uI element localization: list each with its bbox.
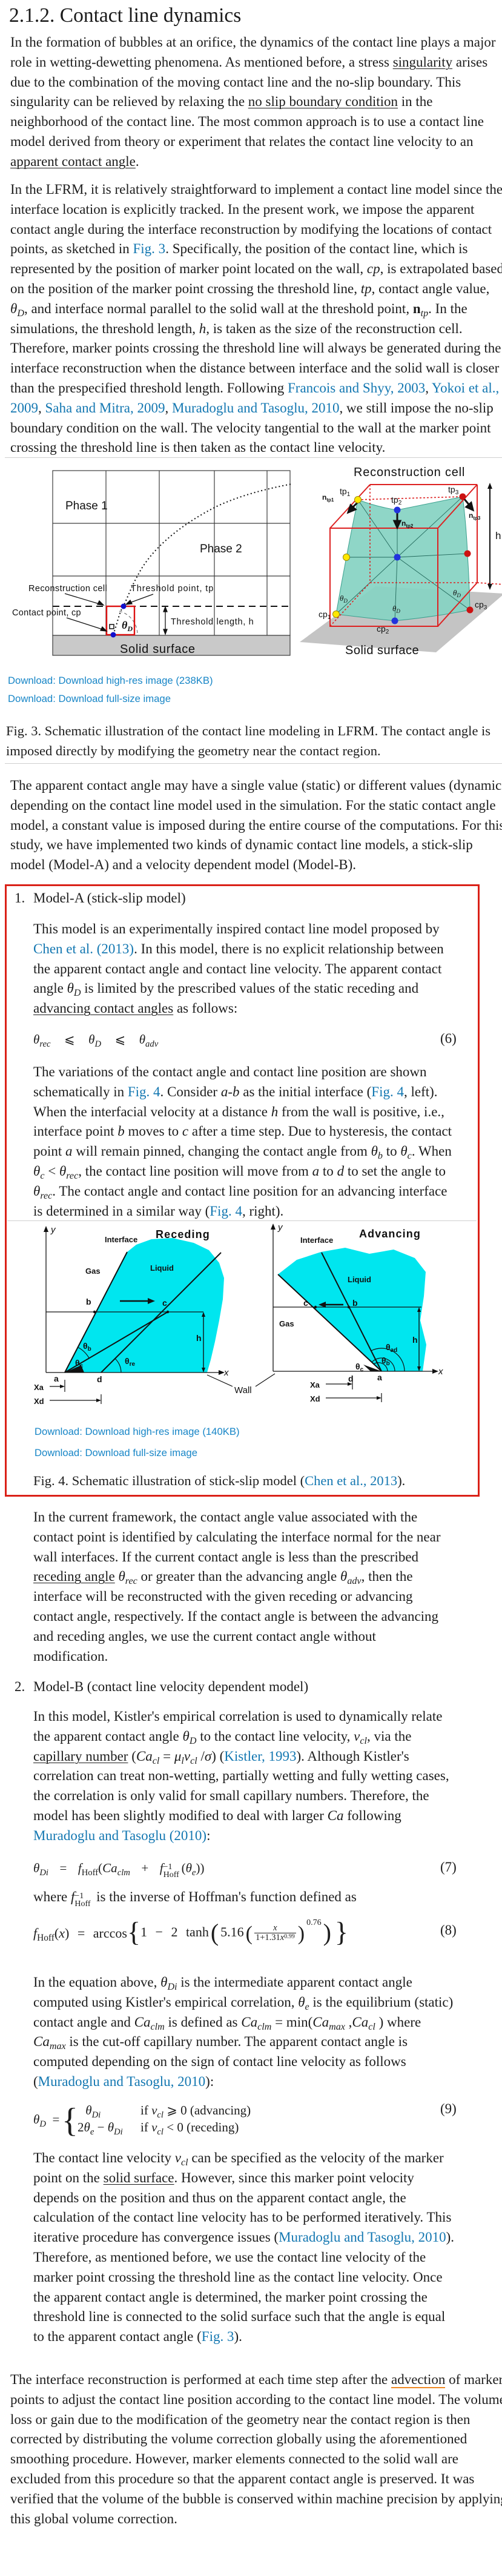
svg-text:Interface: Interface (105, 1235, 137, 1244)
svg-text:x: x (438, 1366, 443, 1377)
svg-text:Reconstruction cell: Reconstruction cell (28, 584, 107, 594)
svg-text:y: y (277, 1222, 283, 1233)
svg-text:Xd: Xd (34, 1397, 44, 1406)
svg-text:Liquid: Liquid (348, 1275, 371, 1284)
svg-text:b: b (86, 1297, 91, 1306)
svg-text:θD: θD (122, 619, 133, 633)
svg-text:Threshold length, h: Threshold length, h (171, 617, 254, 627)
svg-text:h: h (412, 1335, 418, 1345)
svg-text:h: h (196, 1333, 202, 1343)
svg-text:c: c (303, 1298, 308, 1308)
svg-text:ntp1: ntp1 (322, 493, 334, 503)
svg-text:Wall: Wall (234, 1385, 252, 1396)
svg-text:ntp3: ntp3 (469, 511, 481, 521)
svg-text:Solid surface: Solid surface (345, 644, 419, 657)
svg-text:y: y (50, 1225, 56, 1235)
svg-text:Contact point, cp: Contact point, cp (12, 608, 81, 618)
svg-text:Threshold point, tp: Threshold point, tp (131, 584, 214, 594)
svg-text:tp3: tp3 (448, 485, 459, 496)
svg-text:tp2: tp2 (391, 495, 402, 506)
svg-text:a: a (377, 1372, 382, 1382)
svg-text:Xa: Xa (34, 1383, 44, 1392)
svg-text:Gas: Gas (279, 1319, 294, 1328)
svg-text:Phase 2: Phase 2 (200, 543, 242, 555)
svg-text:Interface: Interface (300, 1236, 333, 1245)
svg-text:x: x (223, 1368, 229, 1378)
svg-text:Xa: Xa (310, 1380, 320, 1389)
svg-text:c: c (162, 1298, 167, 1308)
svg-text:Xd: Xd (310, 1394, 320, 1403)
svg-text:Solid surface: Solid surface (120, 643, 196, 656)
svg-text:a: a (54, 1374, 59, 1383)
svg-text:d: d (348, 1374, 354, 1383)
svg-text:Advancing: Advancing (359, 1228, 421, 1240)
svg-text:cp1: cp1 (319, 609, 331, 621)
svg-text:Reconstruction cell: Reconstruction cell (354, 466, 465, 479)
svg-text:Gas: Gas (85, 1266, 101, 1276)
svg-text:b: b (352, 1298, 358, 1308)
svg-text:Phase 1: Phase 1 (65, 500, 108, 512)
svg-text:h: h (495, 530, 501, 541)
svg-text:Receding: Receding (156, 1228, 210, 1240)
svg-text:tp1: tp1 (340, 486, 351, 498)
svg-text:d: d (97, 1374, 102, 1384)
svg-text:Liquid: Liquid (150, 1263, 174, 1273)
